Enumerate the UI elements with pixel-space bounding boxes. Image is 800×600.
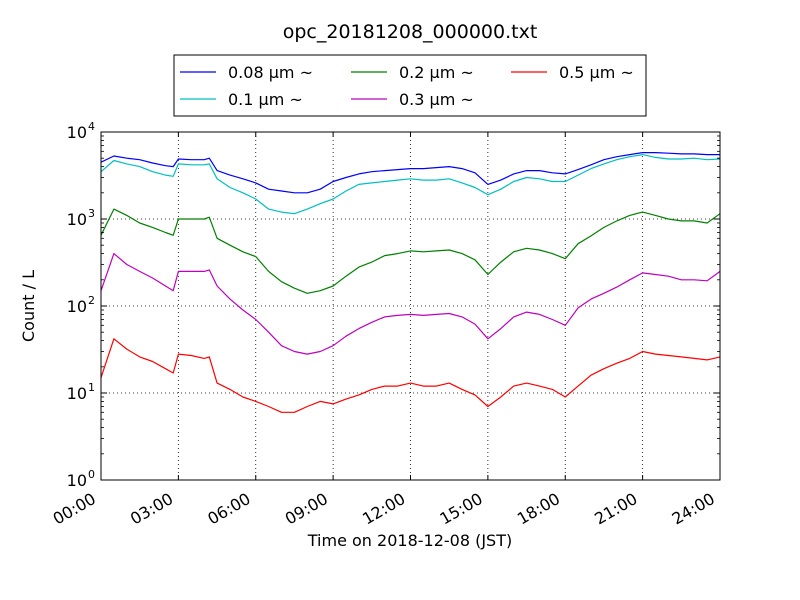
y-tick-label-base: 10 xyxy=(67,210,87,229)
legend-label: 0.2 μm ~ xyxy=(399,63,474,82)
x-axis-label: Time on 2018-12-08 (JST) xyxy=(307,531,512,550)
y-tick-label: 10 3 xyxy=(67,207,95,229)
series-line-1 xyxy=(100,152,720,194)
y-tick-label: 10 0 xyxy=(67,468,95,490)
series-line-2 xyxy=(100,154,721,215)
legend-item: 0.5 μm ~ xyxy=(511,63,634,82)
legend-item: 0.08 μm ~ xyxy=(180,63,313,82)
y-tick-label: 10 1 xyxy=(67,381,95,403)
legend-label: 0.5 μm ~ xyxy=(559,63,634,82)
y-tick-label-exponent: 1 xyxy=(88,381,95,394)
series-line-4 xyxy=(100,253,721,355)
y-tick-label-exponent: 4 xyxy=(88,120,95,133)
series-layer xyxy=(100,152,721,413)
y-tick-label-base: 10 xyxy=(67,297,87,316)
legend: 0.08 μm ~ 0.1 μm ~ 0.2 μm ~ 0.3 μm ~ 0.5 μm … xyxy=(173,54,647,117)
legend-item: 0.3 μm ~ xyxy=(351,90,474,109)
legend-frame xyxy=(173,54,647,117)
y-tick-label: 10 2 xyxy=(67,294,95,316)
legend-item: 0.1 μm ~ xyxy=(180,90,303,109)
y-tick-label-base: 10 xyxy=(67,471,87,490)
y-tick-label: 10 4 xyxy=(67,120,95,142)
legend-label: 0.08 μm ~ xyxy=(228,63,313,82)
y-tick-label-exponent: 2 xyxy=(88,294,95,307)
y-tick-label-base: 10 xyxy=(67,384,87,403)
y-axis-label: Count / L xyxy=(19,270,38,342)
axis-ticks xyxy=(100,131,721,481)
chart-title: opc_20181208_000000.txt xyxy=(283,21,538,43)
series-line-3 xyxy=(100,208,721,294)
legend-label: 0.3 μm ~ xyxy=(399,90,474,109)
legend-label: 0.1 μm ~ xyxy=(228,90,303,109)
y-tick-label-exponent: 0 xyxy=(88,468,95,481)
series-line-5 xyxy=(100,338,721,413)
y-tick-label-exponent: 3 xyxy=(88,207,95,220)
y-tick-label-base: 10 xyxy=(67,123,87,142)
legend-item: 0.2 μm ~ xyxy=(351,63,474,82)
